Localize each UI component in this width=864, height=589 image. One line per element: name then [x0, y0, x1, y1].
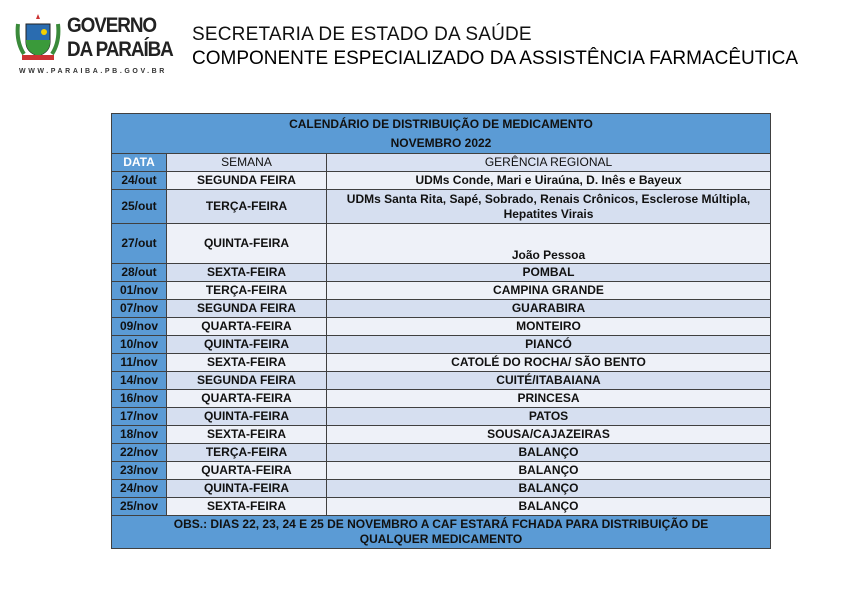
table-row: 25/nov SEXTA-FEIRA BALANÇO: [111, 497, 771, 516]
secretaria-heading: SECRETARIA DE ESTADO DA SAÚDE: [192, 24, 532, 45]
cell-gerencia: João Pessoa: [326, 223, 771, 264]
table-header-row: DATA SEMANA GERÊNCIA REGIONAL: [111, 153, 771, 172]
cell-gerencia: CATOLÉ DO ROCHA/ SÃO BENTO: [326, 353, 771, 372]
cell-gerencia: BALANÇO: [326, 461, 771, 480]
col-data: DATA: [111, 153, 167, 172]
cell-semana: QUARTA-FEIRA: [166, 317, 327, 336]
cell-data: 25/nov: [111, 497, 167, 516]
table-row: 07/nov SEGUNDA FEIRA GUARABIRA: [111, 299, 771, 318]
cell-data: 28/out: [111, 263, 167, 282]
col-semana: SEMANA: [166, 153, 327, 172]
cell-semana: SEXTA-FEIRA: [166, 263, 327, 282]
cell-data: 11/nov: [111, 353, 167, 372]
logo-text-line-1: GOVERNO: [67, 14, 157, 37]
table-row: 25/out TERÇA-FEIRA UDMs Santa Rita, Sapé, …: [111, 189, 771, 224]
cell-gerencia: POMBAL: [326, 263, 771, 282]
logo-url: WWW.PARAIBA.PB.GOV.BR: [19, 68, 167, 75]
table-row: 28/out SEXTA-FEIRA POMBAL: [111, 263, 771, 282]
cell-data: 16/nov: [111, 389, 167, 408]
table-row: 18/nov SEXTA-FEIRA SOUSA/CAJAZEIRAS: [111, 425, 771, 444]
cell-semana: SEGUNDA FEIRA: [166, 171, 327, 190]
table-row: 17/nov QUINTA-FEIRA PATOS: [111, 407, 771, 426]
cell-gerencia: PIANCÓ: [326, 335, 771, 354]
cell-data: 10/nov: [111, 335, 167, 354]
cell-gerencia: BALANÇO: [326, 479, 771, 498]
cell-semana: QUINTA-FEIRA: [166, 335, 327, 354]
cell-semana: SEXTA-FEIRA: [166, 353, 327, 372]
table-row: 09/nov QUARTA-FEIRA MONTEIRO: [111, 317, 771, 336]
cell-semana: TERÇA-FEIRA: [166, 189, 327, 224]
componente-heading: COMPONENTE ESPECIALIZADO DA ASSISTÊNCIA …: [192, 48, 799, 69]
cell-semana: SEGUNDA FEIRA: [166, 299, 327, 318]
table-row: 14/nov SEGUNDA FEIRA CUITÉ/ITABAIANA: [111, 371, 771, 390]
cell-gerencia: GUARABIRA: [326, 299, 771, 318]
table-row: 11/nov SEXTA-FEIRA CATOLÉ DO ROCHA/ SÃO BE…: [111, 353, 771, 372]
cell-data: 18/nov: [111, 425, 167, 444]
governo-paraiba-logo: GOVERNO DA PARAÍBA WWW.PARAIBA.PB.GOV.BR: [14, 12, 174, 78]
table-row: 23/nov QUARTA-FEIRA BALANÇO: [111, 461, 771, 480]
logo-text-line-2: DA PARAÍBA: [67, 38, 174, 61]
cell-gerencia: MONTEIRO: [326, 317, 771, 336]
cell-data: 25/out: [111, 189, 167, 224]
distribution-calendar-table: CALENDÁRIO DE DISTRIBUIÇÃO DE MEDICAMENT…: [111, 113, 771, 549]
cell-data: 27/out: [111, 223, 167, 264]
cell-semana: QUINTA-FEIRA: [166, 223, 327, 264]
cell-gerencia: BALANÇO: [326, 443, 771, 462]
cell-gerencia: CUITÉ/ITABAIANA: [326, 371, 771, 390]
table-row: 24/out SEGUNDA FEIRA UDMs Conde, Mari e Ui…: [111, 171, 771, 190]
cell-data: 07/nov: [111, 299, 167, 318]
table-row: 22/nov TERÇA-FEIRA BALANÇO: [111, 443, 771, 462]
cell-gerencia: PRINCESA: [326, 389, 771, 408]
table-title-text: CALENDÁRIO DE DISTRIBUIÇÃO DE MEDICAMENT…: [289, 116, 593, 131]
cell-gerencia: BALANÇO: [326, 497, 771, 516]
cell-data: 01/nov: [111, 281, 167, 300]
logo-text: GOVERNO DA PARAÍBA: [67, 14, 174, 62]
cell-data: 09/nov: [111, 317, 167, 336]
cell-data: 24/out: [111, 171, 167, 190]
cell-semana: SEXTA-FEIRA: [166, 425, 327, 444]
table-row: 24/nov QUINTA-FEIRA BALANÇO: [111, 479, 771, 498]
cell-data: 22/nov: [111, 443, 167, 462]
cell-semana: QUINTA-FEIRA: [166, 479, 327, 498]
table-title: CALENDÁRIO DE DISTRIBUIÇÃO DE MEDICAMENT…: [111, 113, 771, 154]
cell-semana: TERÇA-FEIRA: [166, 443, 327, 462]
cell-data: 17/nov: [111, 407, 167, 426]
cell-gerencia: UDMs Conde, Mari e Uiraúna, D. Inês e Ba…: [326, 171, 771, 190]
cell-data: 24/nov: [111, 479, 167, 498]
cell-gerencia: CAMPINA GRANDE: [326, 281, 771, 300]
coat-of-arms-icon: [15, 14, 61, 60]
cell-gerencia: SOUSA/CAJAZEIRAS: [326, 425, 771, 444]
table-row: 16/nov QUARTA-FEIRA PRINCESA: [111, 389, 771, 408]
cell-semana: QUINTA-FEIRA: [166, 407, 327, 426]
observation-note: OBS.: DIAS 22, 23, 24 E 25 DE NOVEMBRO A…: [111, 515, 771, 549]
cell-gerencia: UDMs Santa Rita, Sapé, Sobrado, Renais C…: [326, 189, 771, 224]
table-row: 01/nov TERÇA-FEIRA CAMPINA GRANDE: [111, 281, 771, 300]
table-subtitle: NOVEMBRO 2022: [390, 135, 492, 150]
table-body: 24/out SEGUNDA FEIRA UDMs Conde, Mari e Ui…: [111, 171, 771, 516]
col-gerencia: GERÊNCIA REGIONAL: [326, 153, 771, 172]
cell-semana: QUARTA-FEIRA: [166, 461, 327, 480]
cell-semana: TERÇA-FEIRA: [166, 281, 327, 300]
cell-gerencia: PATOS: [326, 407, 771, 426]
table-row: 10/nov QUINTA-FEIRA PIANCÓ: [111, 335, 771, 354]
cell-semana: SEXTA-FEIRA: [166, 497, 327, 516]
cell-data: 23/nov: [111, 461, 167, 480]
cell-data: 14/nov: [111, 371, 167, 390]
cell-semana: SEGUNDA FEIRA: [166, 371, 327, 390]
table-row: 27/out QUINTA-FEIRA João Pessoa: [111, 223, 771, 264]
cell-semana: QUARTA-FEIRA: [166, 389, 327, 408]
